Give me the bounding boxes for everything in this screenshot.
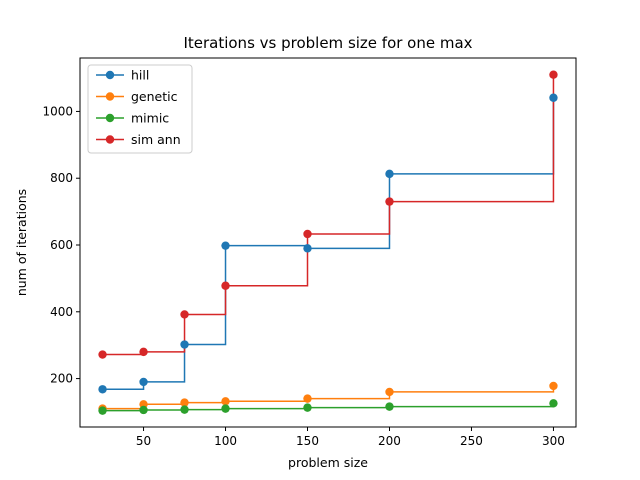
data-point-mimic <box>549 399 558 408</box>
data-point-sim-ann <box>98 350 107 359</box>
data-point-sim-ann <box>549 70 558 79</box>
data-point-hill <box>385 169 394 179</box>
legend-label-mimic: mimic <box>131 111 169 126</box>
x-tick-label: 150 <box>296 434 319 448</box>
legend-marker-hill <box>105 70 115 80</box>
y-tick-label: 200 <box>50 372 73 386</box>
legend-label-hill: hill <box>131 68 149 83</box>
x-tick-label: 250 <box>460 434 483 448</box>
data-point-hill <box>139 377 148 387</box>
legend-label-sim-ann: sim ann <box>131 132 181 147</box>
data-point-sim-ann <box>139 347 148 357</box>
data-point-hill <box>98 385 107 394</box>
legend-marker-sim-ann <box>105 135 115 144</box>
data-point-sim-ann <box>303 229 312 239</box>
data-point-hill <box>549 93 558 102</box>
data-point-sim-ann <box>180 310 189 319</box>
y-tick-label: 600 <box>50 238 73 252</box>
plot-frame <box>79 57 577 428</box>
data-point-genetic <box>221 397 230 406</box>
y-tick-label: 800 <box>50 171 73 185</box>
data-point-mimic <box>221 404 230 413</box>
x-axis-ticks: 50 100 150 200 250 300 <box>136 427 565 448</box>
plot-series-markers <box>98 70 558 415</box>
legend-label-genetic: genetic <box>131 89 178 104</box>
y-tick-label: 400 <box>50 305 73 319</box>
data-point-sim-ann <box>385 197 394 206</box>
data-point-mimic <box>98 406 107 415</box>
data-point-sim-ann <box>221 281 230 290</box>
data-point-genetic <box>180 398 189 407</box>
legend: hill genetic mimic sim ann <box>87 64 193 154</box>
series-line-genetic <box>102 385 555 410</box>
data-point-mimic <box>139 405 148 415</box>
y-tick-label: 1000 <box>42 104 73 118</box>
x-tick-label: 100 <box>214 434 237 448</box>
data-point-hill <box>221 241 230 250</box>
chart-title: Iterations vs problem size for one max <box>183 34 472 52</box>
x-axis-label: problem size <box>288 455 368 470</box>
y-axis-label: num of iterations <box>14 189 29 296</box>
legend-marker-mimic <box>105 113 115 123</box>
data-point-mimic <box>303 403 312 412</box>
data-point-genetic <box>303 394 312 403</box>
data-point-mimic <box>180 405 189 414</box>
x-tick-label: 300 <box>542 434 565 448</box>
x-tick-label: 200 <box>378 434 401 448</box>
x-tick-label: 50 <box>136 434 151 448</box>
data-point-hill <box>180 340 189 349</box>
data-point-mimic <box>385 402 394 411</box>
legend-box <box>87 64 193 154</box>
data-point-genetic <box>549 381 558 391</box>
y-axis-ticks: 200 400 600 800 1000 <box>42 104 80 386</box>
data-point-hill <box>303 244 312 253</box>
legend-marker-genetic <box>105 92 115 101</box>
data-point-genetic <box>385 387 394 397</box>
